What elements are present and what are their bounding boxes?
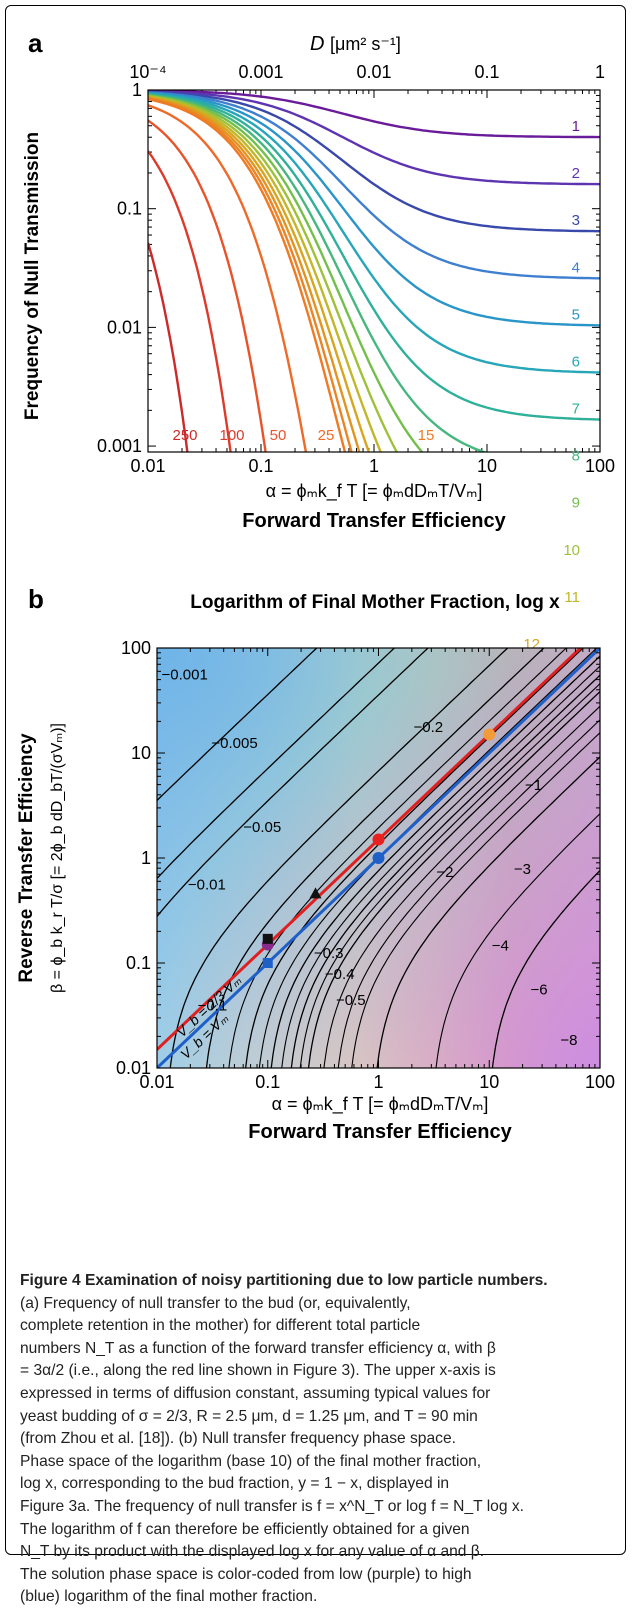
curve-label: 5 <box>572 306 580 323</box>
y-tick-label: 0.1 <box>117 199 142 219</box>
caption-line: Phase space of the logarithm (base 10) o… <box>20 1451 610 1474</box>
panel-b-title: Logarithm of Final Mother Fraction, log … <box>190 592 560 613</box>
panel-a-xlabel: Forward Transfer Efficiency <box>242 510 506 532</box>
curve-n-50 <box>148 121 600 482</box>
curve-label: 4 <box>572 259 580 276</box>
y-tick-label: 0.01 <box>116 1058 151 1078</box>
orange-dot <box>483 729 495 741</box>
caption-line: complete retention in the mother) for di… <box>20 1315 610 1338</box>
caption-line: Figure 3a. The frequency of null transfe… <box>20 1496 610 1519</box>
curve-label: 3 <box>572 212 580 229</box>
curve-label-bottom: 15 <box>418 427 435 444</box>
contour-label: −0.2 <box>414 719 444 736</box>
contour-label: −1 <box>525 777 542 794</box>
panel-a-xlabel-formula: α = ϕₘk_f T [= ϕₘdDₘT/Vₘ] <box>266 481 483 502</box>
red-dot <box>373 834 385 846</box>
y-tick-label: 1 <box>141 848 151 868</box>
curve-label: 8 <box>572 448 580 465</box>
contour-label: −0.005 <box>211 735 257 752</box>
contour-label: −0.05 <box>243 819 281 836</box>
contour-label: −0.1 <box>198 997 228 1014</box>
contour-label: −4 <box>492 937 509 954</box>
y-tick-label: 0.001 <box>97 436 142 456</box>
caption-line: (from Zhou et al. [18]). (b) Null transf… <box>20 1428 610 1451</box>
contour-label: −6 <box>531 982 548 999</box>
x-tick-label: 100 <box>585 1072 615 1092</box>
curve-label: 1 <box>572 118 580 135</box>
top-tick-label: 0.01 <box>356 62 391 82</box>
x-tick-label: 10 <box>477 456 497 476</box>
caption-line: N_T by its product with the displayed lo… <box>20 1541 610 1564</box>
x-tick-label: 1 <box>373 1072 383 1092</box>
top-axis-var: D <box>310 33 324 55</box>
caption-line: The solution phase space is color-coded … <box>20 1564 610 1587</box>
caption-line: expressed in terms of diffusion constant… <box>20 1383 610 1406</box>
contour-label: −0.001 <box>162 667 208 684</box>
curve-label-bottom: 25 <box>318 427 335 444</box>
curve-label: 11 <box>564 589 580 606</box>
x-tick-label: 0.1 <box>255 1072 280 1092</box>
x-tick-label: 0.1 <box>248 456 273 476</box>
caption-bold: Figure 4 Examination of noisy partitioni… <box>20 1272 548 1289</box>
panel-b-label: b <box>28 584 44 614</box>
top-tick-label: 1 <box>595 62 605 82</box>
panel-b-heatmap <box>157 648 633 1152</box>
contour-label: −2 <box>436 864 453 881</box>
y-tick-label: 1 <box>132 80 142 100</box>
curve-n-8 <box>148 95 600 467</box>
contour-label: −0.01 <box>188 877 226 894</box>
curve-label-bottom: 100 <box>219 427 244 444</box>
caption-line: (a) Frequency of null transfer to the bu… <box>20 1293 610 1316</box>
curve-label-bottom: 250 <box>172 427 197 444</box>
panel-a-curves <box>148 91 600 482</box>
panel-b-xlabel-formula: α = ϕₘk_f T [= ϕₘdDₘT/Vₘ] <box>272 1094 489 1115</box>
panel-a-label: a <box>28 28 43 58</box>
y-tick-label: 100 <box>121 638 151 658</box>
curve-n-11 <box>148 97 600 482</box>
contour-label: −3 <box>514 861 531 878</box>
curve-label: 2 <box>572 165 580 182</box>
x-tick-label: 10 <box>479 1072 499 1092</box>
contour-label: −8 <box>560 1032 577 1049</box>
y-tick-label: 10 <box>131 743 151 763</box>
x-tick-label: 100 <box>585 456 615 476</box>
caption-line: (blue) logarithm of the final mother fra… <box>20 1586 610 1609</box>
panel-a-ylabel: Frequency of Null Transmission <box>22 132 43 420</box>
black-square <box>263 934 273 944</box>
caption-line: = 3α/2 (i.e., along the red line shown i… <box>20 1360 610 1383</box>
curve-label: 9 <box>572 495 580 512</box>
panel-b-ylabel: Reverse Transfer Efficiency <box>16 733 37 983</box>
blue-square <box>263 958 273 968</box>
contour-label: −0.3 <box>314 945 344 962</box>
panel-a-plot-frame <box>148 90 600 452</box>
caption-line: numbers N_T as a function of the forward… <box>20 1338 610 1361</box>
panel-b-xlabel: Forward Transfer Efficiency <box>248 1121 512 1143</box>
curve-label-bottom: 50 <box>270 427 287 444</box>
caption-line: log x, corresponding to the bud fraction… <box>20 1473 610 1496</box>
panel-b-ylabel-formula: β = ϕ_b k_r T/σ [= 2ϕ_b dD_bT/(σVₘ)] <box>49 723 66 993</box>
figure-caption: Figure 4 Examination of noisy partitioni… <box>20 1270 610 1609</box>
top-tick-label: 10⁻⁴ <box>129 62 166 82</box>
top-tick-label: 0.001 <box>238 62 283 82</box>
curve-label: 6 <box>572 353 580 370</box>
y-tick-label: 0.01 <box>107 317 142 337</box>
caption-line: The logarithm of f can therefore be effi… <box>20 1519 610 1542</box>
y-tick-label: 0.1 <box>126 953 151 973</box>
top-tick-label: 0.1 <box>474 62 499 82</box>
blue-dot <box>373 852 385 864</box>
contour-line <box>602 627 633 1089</box>
contour-label: −0.5 <box>336 992 366 1009</box>
top-axis-unit: [μm² s⁻¹] <box>330 34 401 54</box>
panel-a-top-axis-title: D [μm² s⁻¹] <box>310 33 401 55</box>
x-tick-label: 1 <box>369 456 379 476</box>
curve-label: 7 <box>572 401 580 418</box>
curve-n-25 <box>148 105 600 481</box>
caption-line: yeast budding of σ = 2/3, R = 2.5 μm, d … <box>20 1406 610 1429</box>
x-tick-label: 0.01 <box>130 456 165 476</box>
curve-n-100 <box>148 151 600 482</box>
curve-label: 10 <box>563 542 580 559</box>
contour-label: −0.4 <box>325 966 355 983</box>
